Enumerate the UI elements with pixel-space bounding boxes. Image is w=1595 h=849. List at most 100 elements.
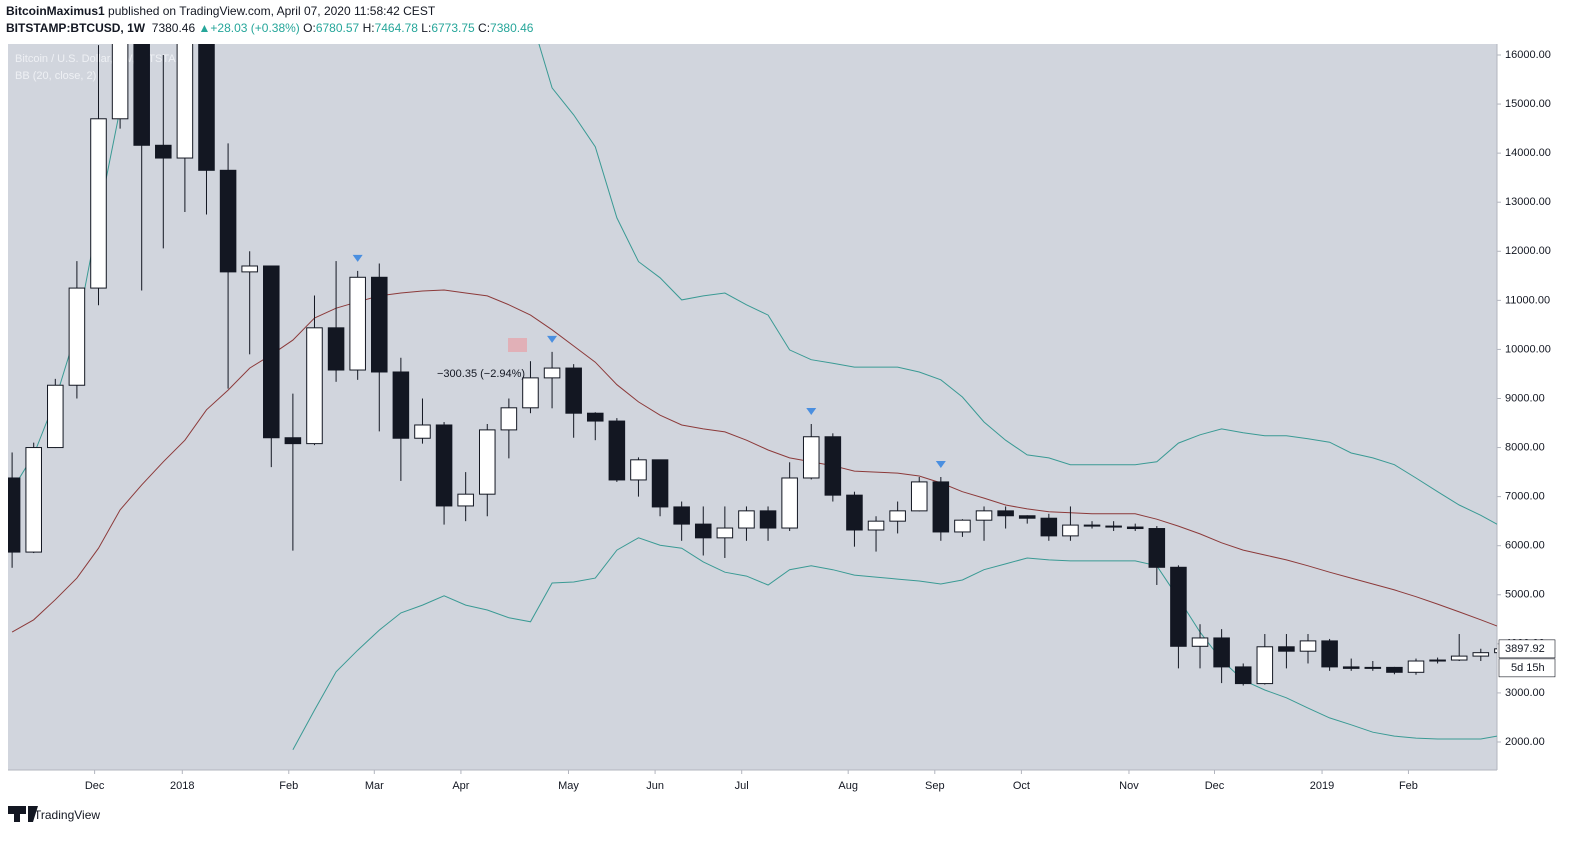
candle-body bbox=[954, 519, 971, 533]
candle-body bbox=[155, 144, 172, 159]
candle-body bbox=[284, 437, 302, 445]
candle-body bbox=[910, 481, 928, 512]
candle-body bbox=[263, 265, 280, 439]
candle-body bbox=[1256, 646, 1274, 685]
candle-body bbox=[1148, 528, 1166, 568]
bb-lower bbox=[292, 537, 1497, 751]
candle-body bbox=[68, 287, 86, 386]
symbol: BITSTAMP:BTCUSD, 1W bbox=[6, 21, 146, 35]
candle-body bbox=[673, 506, 690, 525]
signal-marker bbox=[352, 254, 363, 262]
candle-body bbox=[198, 44, 215, 171]
candle-body bbox=[608, 420, 626, 481]
candle-body bbox=[8, 477, 21, 553]
o-value: 6780.57 bbox=[315, 21, 360, 35]
candle-body bbox=[327, 327, 345, 371]
candle-body bbox=[932, 481, 950, 533]
candle-body bbox=[1278, 646, 1295, 652]
candle-body bbox=[500, 407, 518, 431]
countdown-label: 5d 15h bbox=[1511, 662, 1545, 674]
candle-body bbox=[716, 527, 734, 539]
plot-background bbox=[8, 44, 1497, 770]
candle-body bbox=[630, 459, 647, 481]
o-label: O: bbox=[303, 21, 316, 35]
x-tick-label: Feb bbox=[279, 780, 298, 792]
candle-body bbox=[1083, 524, 1101, 527]
candle-body bbox=[824, 436, 842, 496]
x-tick-label: Jun bbox=[646, 780, 664, 792]
candle-body bbox=[371, 276, 388, 373]
signal-marker bbox=[935, 460, 946, 468]
candle-body bbox=[846, 494, 863, 531]
x-tick-label: Sep bbox=[925, 780, 945, 792]
candle-body bbox=[1407, 660, 1425, 673]
candle-body bbox=[1342, 666, 1360, 669]
candle-body bbox=[457, 493, 474, 507]
y-tick-label: 6000.00 bbox=[1505, 540, 1545, 552]
candle-body bbox=[25, 447, 42, 553]
candle-body bbox=[651, 459, 669, 508]
footer-brand: TradingView bbox=[34, 808, 100, 822]
candle-body bbox=[975, 510, 993, 521]
header: BitcoinMaximus1 published on TradingView… bbox=[6, 3, 533, 37]
candle-body bbox=[90, 118, 107, 289]
bb-basis bbox=[11, 289, 1497, 633]
x-tick-label: Dec bbox=[85, 780, 105, 792]
candle-body bbox=[1299, 640, 1317, 652]
x-tick-label: Jul bbox=[735, 780, 749, 792]
candle-body bbox=[738, 510, 755, 529]
candle-body bbox=[176, 44, 194, 159]
y-tick-label: 15000.00 bbox=[1505, 98, 1551, 110]
y-tick-label: 13000.00 bbox=[1505, 196, 1551, 208]
candle-body bbox=[759, 510, 777, 529]
y-tick-label: 10000.00 bbox=[1505, 343, 1551, 355]
candle-body bbox=[543, 367, 561, 379]
measure-box bbox=[508, 338, 527, 352]
candle-body bbox=[781, 477, 798, 529]
y-tick-label: 11000.00 bbox=[1505, 294, 1550, 306]
x-tick-label: 2019 bbox=[1310, 780, 1334, 792]
h-label: H: bbox=[362, 21, 375, 35]
candle-body bbox=[1472, 652, 1490, 657]
candle-body bbox=[1191, 637, 1209, 647]
candle-body bbox=[1364, 666, 1382, 669]
candle-body bbox=[1321, 640, 1338, 668]
candle-body bbox=[694, 523, 712, 539]
last: 7380.46 bbox=[151, 21, 196, 35]
candle-body bbox=[586, 412, 604, 422]
x-tick-label: Aug bbox=[838, 780, 858, 792]
candle-body bbox=[478, 429, 496, 495]
change: +28.03 (+0.38%) bbox=[210, 21, 300, 35]
countdown-box bbox=[1498, 658, 1556, 678]
h-value: 7464.78 bbox=[374, 21, 418, 35]
y-tick-label: 5000.00 bbox=[1505, 589, 1545, 601]
y-tick-label: 12000.00 bbox=[1505, 245, 1551, 257]
y-tick-label: 3000.00 bbox=[1505, 687, 1545, 699]
candle-body bbox=[1105, 525, 1122, 528]
candle-body bbox=[1234, 666, 1252, 685]
plot bbox=[8, 44, 1497, 751]
signal-marker bbox=[806, 408, 817, 416]
signal-marker bbox=[547, 335, 558, 343]
y-tick-label: 7000.00 bbox=[1505, 491, 1545, 503]
x-tick-label: Feb bbox=[1399, 780, 1418, 792]
candle-body bbox=[997, 510, 1014, 517]
legend-symbol: Bitcoin / U.S. Dollar, 1W, BITSTAMP bbox=[15, 53, 192, 65]
candle-body bbox=[435, 424, 453, 507]
author: BitcoinMaximus1 bbox=[6, 4, 105, 18]
measure-annotation: −300.35 (−2.94%) bbox=[437, 368, 525, 380]
candle-body bbox=[392, 371, 410, 439]
y-tick-label: 9000.00 bbox=[1505, 392, 1545, 404]
last-price-label: 3897.92 bbox=[1505, 643, 1545, 655]
c-label: C: bbox=[478, 21, 491, 35]
change-arrow: ▲ bbox=[198, 21, 211, 35]
x-tick-label: 2018 bbox=[170, 780, 194, 792]
candle-body bbox=[306, 327, 323, 445]
publish-line: BitcoinMaximus1 published on TradingView… bbox=[6, 3, 533, 20]
candle-body bbox=[1018, 515, 1036, 519]
y-tick-label: 8000.00 bbox=[1505, 441, 1545, 453]
x-tick-label: Oct bbox=[1013, 780, 1030, 792]
l-label: L: bbox=[421, 21, 432, 35]
candle-body bbox=[1450, 655, 1468, 661]
